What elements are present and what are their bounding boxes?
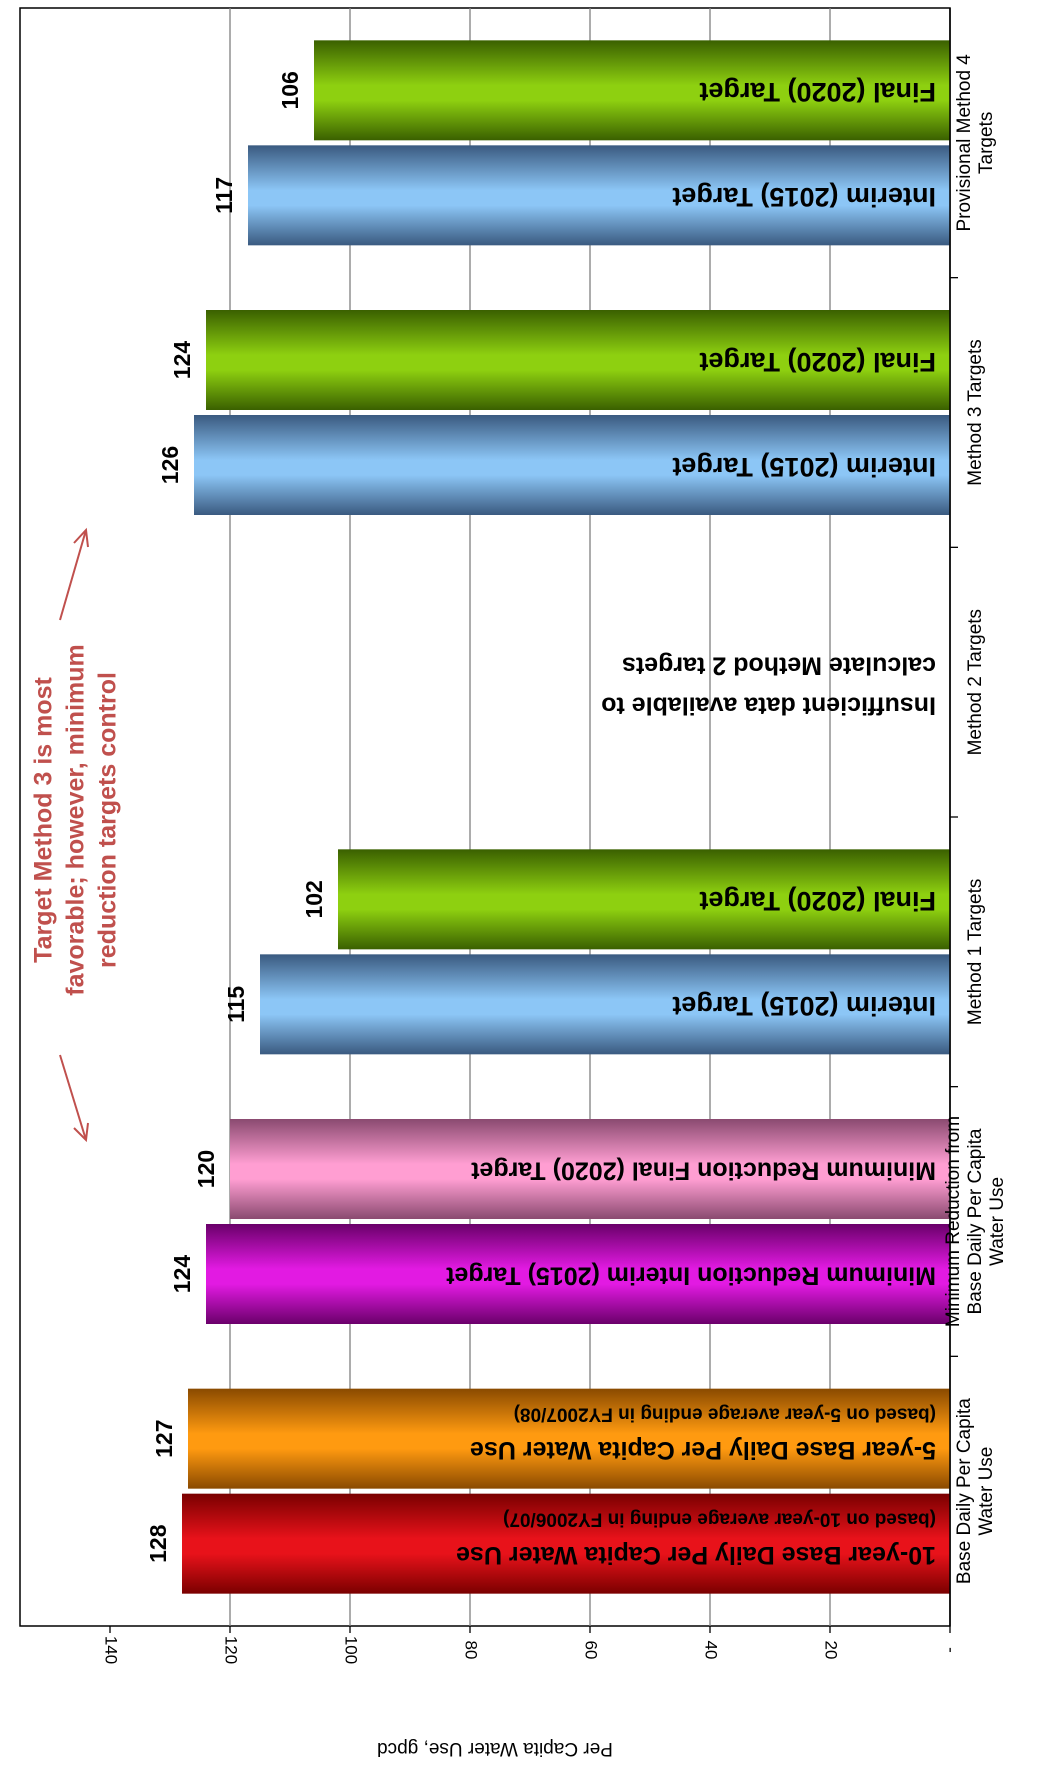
data-label: 124 (169, 1255, 195, 1294)
category-label-method-4: Targets (976, 112, 997, 174)
data-label: 120 (193, 1150, 219, 1188)
bar-method-4-b (314, 40, 950, 141)
bar-label: Interim (2015) Target (672, 182, 936, 212)
category-label-minimum-reduction: Minimum Reduction from (943, 1116, 964, 1327)
bar-label: Final (2020) Target (699, 347, 936, 377)
bar-label: Minimum Reduction Final (2020) Target (470, 1156, 936, 1184)
value-tick-label: 100 (342, 1636, 361, 1664)
annotation-arrow-down (59, 1054, 87, 1141)
value-tick-label: 40 (702, 1641, 721, 1660)
annotation-text: reduction targets control (94, 672, 122, 968)
bar-label: Final (2020) Target (699, 886, 936, 916)
method-2-note: calculate Method 2 targets (622, 652, 936, 680)
value-tick-label: - (942, 1647, 961, 1653)
value-tick-label: 140 (102, 1636, 121, 1664)
data-label: 124 (169, 341, 195, 380)
arrowhead (73, 527, 89, 548)
value-tick-label: 120 (222, 1636, 241, 1664)
category-label-method-2: Method 2 Targets (965, 609, 986, 755)
category-label-method-1: Method 1 Targets (965, 879, 986, 1025)
bar-method-4-a (248, 145, 950, 246)
bar-label: Minimum Reduction Interim (2015) Target (445, 1261, 936, 1289)
value-tick-label: 20 (822, 1641, 841, 1660)
annotation-text: favorable; however, minimum (62, 644, 90, 996)
value-tick-label: 60 (582, 1641, 601, 1660)
bar-label: 5-year Base Daily Per Capita Water Use (470, 1436, 936, 1464)
annotation-text: Target Method 3 is most (30, 676, 58, 962)
category-label-base: Base Daily Per Capita (954, 1398, 975, 1584)
bar-method-1-a (260, 954, 950, 1055)
bar-label: (based on 5-year average ending in FY200… (514, 1404, 936, 1425)
category-label-minimum-reduction: Water Use (987, 1177, 1008, 1266)
bar-base-a (182, 1493, 950, 1594)
category-label-minimum-reduction: Base Daily Per Capita (965, 1128, 986, 1314)
data-label: 102 (301, 880, 327, 918)
bar-minimum-reduction-a (206, 1224, 950, 1324)
bar-label: Interim (2015) Target (672, 452, 936, 482)
annotation-arrow-up (59, 529, 87, 621)
bar-label: (based on 10-year average ending in FY20… (503, 1509, 936, 1530)
bar-method-3-b (206, 310, 950, 410)
bar-method-3-a (194, 415, 950, 515)
category-label-method-3: Method 3 Targets (965, 339, 986, 485)
data-label: 117 (211, 177, 237, 214)
data-label: 127 (151, 1419, 177, 1457)
bar-base-b (188, 1388, 950, 1489)
category-label-method-4: Provisional Method 4 (954, 54, 975, 232)
plot-area (19, 7, 951, 1627)
bar-label: 10-year Base Daily Per Capita Water Use (456, 1541, 936, 1569)
arrowhead (73, 1122, 89, 1143)
bar-label: Interim (2015) Target (672, 991, 936, 1021)
value-axis-title: Per Capita Water Use, gpcd (377, 1738, 613, 1759)
data-label: 128 (145, 1524, 171, 1563)
bar-minimum-reduction-b (230, 1119, 950, 1219)
bar-label: Final (2020) Target (699, 77, 936, 107)
data-label: 115 (223, 986, 249, 1023)
value-tick-label: 80 (462, 1641, 481, 1660)
data-label: 106 (277, 71, 303, 109)
bar-method-1-b (338, 849, 950, 950)
method-2-note: Insufficient data available to (601, 692, 936, 720)
category-label-base: Water Use (976, 1447, 997, 1536)
data-label: 126 (157, 446, 183, 484)
